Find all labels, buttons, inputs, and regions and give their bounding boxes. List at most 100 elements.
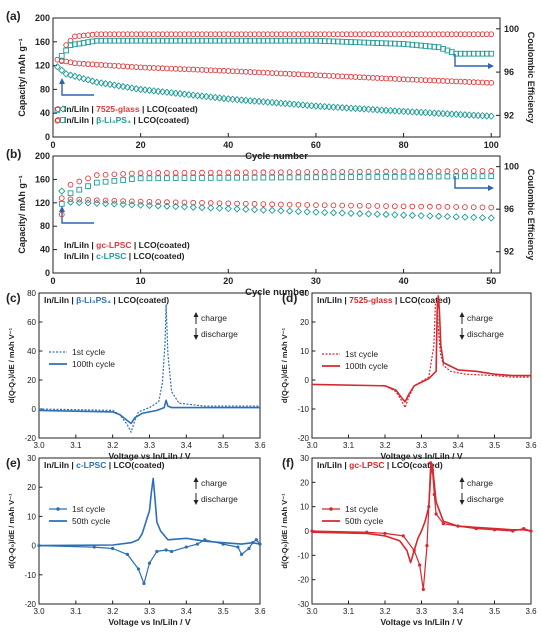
data-point	[391, 168, 398, 175]
data-point	[356, 105, 364, 113]
data-point	[435, 212, 443, 220]
data-point	[128, 84, 136, 92]
data-point	[137, 201, 145, 209]
y-tick-label: 200	[35, 151, 50, 161]
legend-entry: In/LiIn | gc-LPSC | LCO(coated)	[64, 240, 190, 250]
data-point	[154, 202, 162, 210]
data-point	[421, 587, 425, 592]
data-point	[329, 209, 338, 217]
data-point	[242, 96, 250, 104]
text-part: c-LPSC	[96, 251, 126, 261]
data-point	[54, 107, 61, 113]
y-tick-label: -10	[297, 551, 309, 560]
data-point	[418, 173, 424, 180]
x-tick-label: 3.2	[379, 607, 391, 616]
charge-label: charge	[467, 313, 493, 323]
y-tick-label: 120	[35, 61, 50, 71]
data-point	[321, 102, 329, 111]
data-point	[102, 171, 109, 178]
data-point	[93, 78, 101, 86]
data-point	[233, 205, 241, 213]
x-tick-label: 3.4	[181, 607, 193, 616]
data-point	[164, 548, 168, 552]
capacity-arrow-left	[59, 206, 94, 224]
data-point	[391, 211, 399, 219]
x-tick-label: 10	[136, 276, 146, 286]
data-point	[164, 170, 170, 176]
text-part: c-LPSC	[76, 460, 106, 470]
data-point	[470, 173, 477, 180]
data-point	[146, 198, 153, 205]
discharge-label: discharge	[201, 494, 238, 504]
legend-entry: 50th cycle	[72, 516, 111, 526]
data-point	[181, 169, 188, 176]
data-point	[294, 207, 303, 216]
data-point	[435, 168, 442, 175]
data-point	[383, 168, 389, 175]
data-point	[120, 171, 126, 177]
text-part: In/LiIn |	[64, 251, 96, 261]
data-point	[364, 210, 373, 218]
data-point	[234, 200, 240, 207]
arrow-head	[59, 206, 65, 212]
y-tick-label: 80	[40, 221, 50, 231]
y-tick-label: 60	[27, 318, 36, 327]
legend-entry: In/LiIn | β-Li₃PS₄ | LCO(coated)	[64, 115, 189, 125]
data-point	[383, 173, 389, 180]
data-point	[365, 168, 372, 175]
y2-axis-label: Coulombic Efficiency	[526, 32, 536, 124]
data-point	[76, 186, 83, 193]
y-tick-label: 30	[27, 454, 36, 463]
data-point	[356, 174, 363, 180]
data-point	[92, 545, 96, 549]
x-tick-label: 3.0	[306, 441, 318, 450]
y-tick-label: -30	[297, 600, 309, 609]
data-point	[58, 201, 65, 207]
data-point	[313, 174, 319, 181]
data-point	[255, 97, 263, 106]
data-point	[277, 207, 285, 215]
series-capacity	[54, 56, 495, 86]
data-point	[85, 175, 91, 182]
series-line	[38, 399, 260, 425]
data-point	[488, 204, 495, 211]
x-tick-label: 3.2	[107, 607, 119, 616]
panel-e: 3.0 3.1 3.2 3.3 3.4 3.5 3.6 -20 -10 0 10 20 30 Voltag…	[6, 454, 266, 627]
y-tick-label: 120	[35, 198, 50, 208]
data-point	[418, 563, 422, 567]
data-point	[137, 85, 145, 94]
data-point	[251, 201, 258, 207]
data-point	[199, 169, 205, 176]
data-point	[360, 105, 368, 113]
data-point	[155, 175, 162, 182]
data-point	[269, 169, 275, 176]
data-point	[71, 72, 79, 80]
data-point	[435, 203, 442, 210]
discharge-arrow-head	[459, 500, 465, 505]
x-tick-label: 3.0	[33, 441, 45, 450]
data-point	[137, 198, 144, 205]
text-part: | LCO(coated)	[385, 460, 443, 470]
data-point	[207, 175, 214, 181]
data-point	[313, 169, 319, 175]
x-tick-label: 3.4	[181, 441, 193, 450]
y-tick-label: -10	[24, 571, 36, 580]
x-axis-label: Voltage vs In/LiIn / V	[108, 617, 190, 627]
data-point	[434, 512, 438, 516]
data-point	[145, 201, 154, 210]
y-axis-label: d(Q-Q₀)/dE / mAh V⁻¹	[280, 327, 289, 403]
data-point	[303, 208, 311, 216]
data-point	[383, 531, 387, 536]
data-point	[180, 90, 189, 98]
data-point	[85, 197, 91, 203]
data-point	[325, 103, 333, 111]
y2-tick-label: 96	[504, 67, 514, 77]
data-point	[479, 204, 486, 211]
data-point	[321, 169, 328, 175]
series-capacity	[58, 195, 495, 211]
data-point	[167, 89, 175, 97]
data-point	[488, 31, 495, 38]
data-point	[400, 168, 407, 175]
data-point	[303, 101, 311, 109]
data-point	[286, 201, 293, 208]
